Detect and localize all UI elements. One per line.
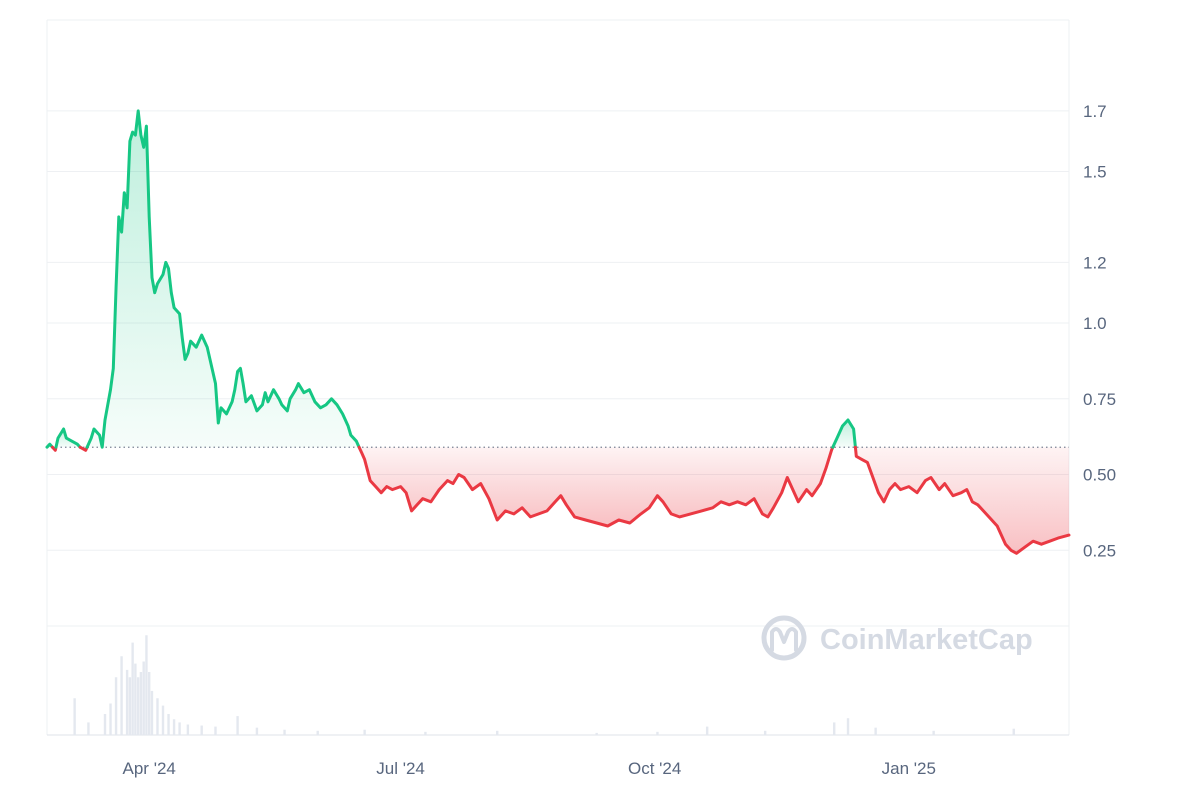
volume-bar	[656, 731, 659, 735]
volume-bar	[128, 677, 132, 735]
y-tick-label: 0.25	[1083, 541, 1116, 560]
volume-bar	[178, 722, 181, 735]
volume-bar	[148, 672, 151, 735]
volume-bar	[131, 642, 134, 735]
volume-bar	[186, 724, 190, 735]
area-above-baseline	[87, 110, 360, 448]
volume-bar	[109, 703, 112, 735]
volume-bar	[1012, 728, 1015, 735]
y-tick-label: 1.0	[1083, 314, 1107, 333]
volume-bar	[236, 716, 239, 735]
volume-bar	[161, 705, 165, 735]
volume-bar	[846, 718, 850, 735]
volume-bar	[363, 729, 366, 735]
price-line-down	[357, 445, 835, 528]
volume-bar	[73, 698, 76, 735]
x-tick-label: Jan '25	[882, 759, 936, 778]
watermark-text: CoinMarketCap	[820, 624, 1033, 656]
volume-bar	[705, 726, 709, 735]
volume-bar	[595, 732, 598, 735]
volume-bar	[125, 669, 129, 735]
volume-bar	[87, 722, 90, 735]
x-axis: Apr '24 Jul '24 Oct '24 Jan '25	[123, 759, 936, 778]
volume-bar	[136, 677, 140, 735]
volume-bar	[932, 730, 935, 735]
coinmarketcap-logo-icon	[761, 615, 807, 661]
watermark: CoinMarketCap	[761, 615, 1033, 661]
volume-bar	[424, 731, 427, 735]
volume-bar	[833, 722, 836, 735]
price-line-down	[853, 445, 1071, 555]
y-tick-label: 0.75	[1083, 390, 1116, 409]
grid-lines	[46, 19, 1070, 736]
price-line-up	[85, 109, 361, 449]
price-line	[45, 109, 1071, 555]
volume-bar	[145, 635, 148, 735]
y-tick-label: 1.7	[1083, 102, 1107, 121]
volume-bar	[142, 661, 145, 735]
volume-bar	[316, 730, 319, 735]
volume-bar	[103, 714, 107, 735]
volume-bar	[156, 698, 159, 735]
volume-bar	[763, 730, 767, 735]
x-tick-label: Oct '24	[628, 759, 681, 778]
y-axis: 0.25 0.50 0.75 1.0 1.2 1.5 1.7	[1083, 102, 1116, 560]
volume-bars	[73, 635, 1015, 735]
volume-bar	[283, 729, 286, 735]
volume-bar	[150, 690, 154, 735]
volume-bar	[134, 663, 137, 735]
volume-bar	[167, 714, 170, 735]
volume-bar	[496, 730, 499, 735]
area-below-baseline	[855, 447, 1069, 554]
volume-bar	[200, 725, 203, 735]
x-tick-label: Apr '24	[123, 759, 176, 778]
price-line-up	[831, 418, 857, 449]
y-tick-label: 1.2	[1083, 253, 1107, 272]
area-above-baseline	[832, 420, 856, 448]
volume-bar	[114, 677, 118, 735]
volume-bar	[172, 719, 176, 735]
y-tick-label: 1.5	[1083, 163, 1107, 182]
price-line-up	[54, 427, 82, 449]
volume-bar	[120, 656, 123, 735]
volume-bar	[874, 727, 877, 735]
volume-bar	[214, 726, 217, 735]
price-area	[47, 110, 1069, 554]
y-tick-label: 0.50	[1083, 466, 1116, 485]
volume-bar	[255, 727, 259, 735]
volume-bar	[139, 672, 143, 735]
x-tick-label: Jul '24	[376, 759, 425, 778]
